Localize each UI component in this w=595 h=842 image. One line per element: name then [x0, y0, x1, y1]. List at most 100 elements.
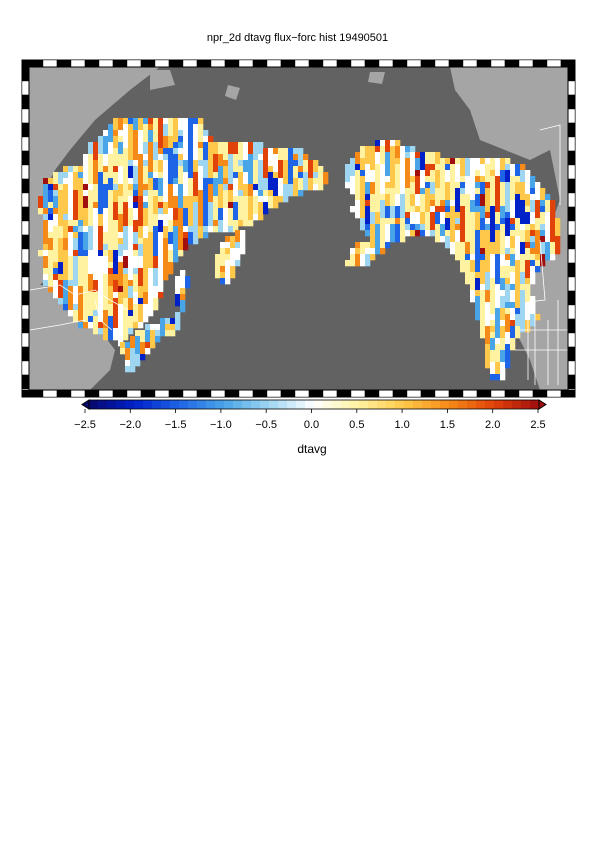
data-cell	[400, 236, 406, 243]
data-cell	[63, 238, 69, 245]
data-cell	[375, 206, 381, 213]
data-cell	[128, 148, 134, 155]
data-cell	[480, 230, 486, 237]
data-cell	[155, 336, 161, 343]
data-cell	[123, 310, 129, 317]
data-cell	[103, 142, 109, 149]
data-cell	[63, 196, 69, 203]
data-cell	[173, 118, 179, 125]
data-cell	[485, 326, 491, 333]
data-cell	[128, 130, 134, 137]
frame-tick	[567, 178, 576, 194]
data-cell	[198, 154, 204, 161]
data-cell	[98, 292, 104, 299]
data-cell	[525, 212, 531, 219]
frame-tick	[28, 59, 44, 68]
data-cell	[318, 166, 324, 173]
data-cell	[83, 274, 89, 281]
data-cell	[495, 158, 501, 165]
frame-tick	[567, 122, 576, 138]
data-cell	[490, 296, 496, 303]
data-cell	[113, 178, 119, 185]
colorbar-ticks	[84, 409, 539, 413]
data-cell	[108, 172, 114, 179]
data-cell	[103, 274, 109, 281]
data-cell	[93, 244, 99, 251]
data-cell	[158, 136, 164, 143]
frame-tick	[336, 389, 352, 398]
colorbar-segment	[440, 400, 450, 409]
data-cell	[98, 142, 104, 149]
data-cell	[385, 140, 391, 147]
data-cell	[440, 158, 446, 165]
data-cell	[173, 184, 179, 191]
data-cell	[420, 230, 426, 237]
data-cell	[198, 166, 204, 173]
data-cell	[123, 142, 129, 149]
data-cell	[123, 136, 129, 143]
data-cell	[213, 142, 219, 149]
data-cell	[48, 220, 54, 227]
data-cell	[148, 166, 154, 173]
data-cell	[365, 224, 371, 231]
data-cell	[273, 166, 279, 173]
data-cell	[93, 214, 99, 221]
data-cell	[68, 250, 74, 257]
data-cell	[515, 254, 521, 261]
data-cell	[133, 166, 139, 173]
data-cell	[525, 182, 531, 189]
data-cell	[53, 214, 59, 221]
data-cell	[515, 272, 521, 279]
data-cell	[420, 188, 426, 195]
data-cell	[525, 218, 531, 225]
data-cell	[138, 178, 144, 185]
data-cell	[415, 188, 421, 195]
frame-tick	[560, 59, 569, 68]
data-cell	[203, 208, 209, 215]
data-cell	[43, 232, 49, 239]
data-cell	[258, 148, 264, 155]
data-cell	[183, 142, 189, 149]
data-cell	[505, 248, 511, 255]
colorbar-segment	[314, 400, 324, 409]
data-cell	[490, 194, 496, 201]
data-cell	[248, 190, 254, 197]
data-cell	[93, 316, 99, 323]
data-cell	[178, 232, 184, 239]
data-cell	[405, 224, 411, 231]
data-cell	[120, 342, 126, 349]
frame-corner	[22, 60, 29, 67]
data-cell	[153, 226, 159, 233]
data-cell	[78, 268, 84, 275]
data-cell	[138, 208, 144, 215]
data-cell	[88, 262, 94, 269]
frame-tick	[336, 59, 352, 68]
data-cell	[123, 250, 129, 257]
data-cell	[158, 160, 164, 167]
data-cell	[410, 212, 416, 219]
data-cell	[173, 226, 179, 233]
frame-tick	[21, 136, 30, 152]
data-cell	[435, 218, 441, 225]
colorbar-segment	[494, 400, 504, 409]
data-cell	[235, 242, 241, 249]
data-cell	[208, 160, 214, 167]
data-cell	[118, 226, 124, 233]
data-cell	[153, 232, 159, 239]
data-cell	[303, 172, 309, 179]
data-cell	[143, 298, 149, 305]
data-cell	[405, 152, 411, 159]
data-cell	[118, 298, 124, 305]
data-cell	[133, 202, 139, 209]
data-cell	[525, 176, 531, 183]
data-cell	[293, 160, 299, 167]
data-cell	[530, 218, 536, 225]
data-cell	[430, 152, 436, 159]
land-shape	[485, 67, 540, 100]
data-cell	[435, 230, 441, 237]
frame-tick	[126, 389, 142, 398]
data-cell	[83, 280, 89, 287]
data-cell	[53, 238, 59, 245]
data-cell	[153, 172, 159, 179]
data-cell	[375, 224, 381, 231]
